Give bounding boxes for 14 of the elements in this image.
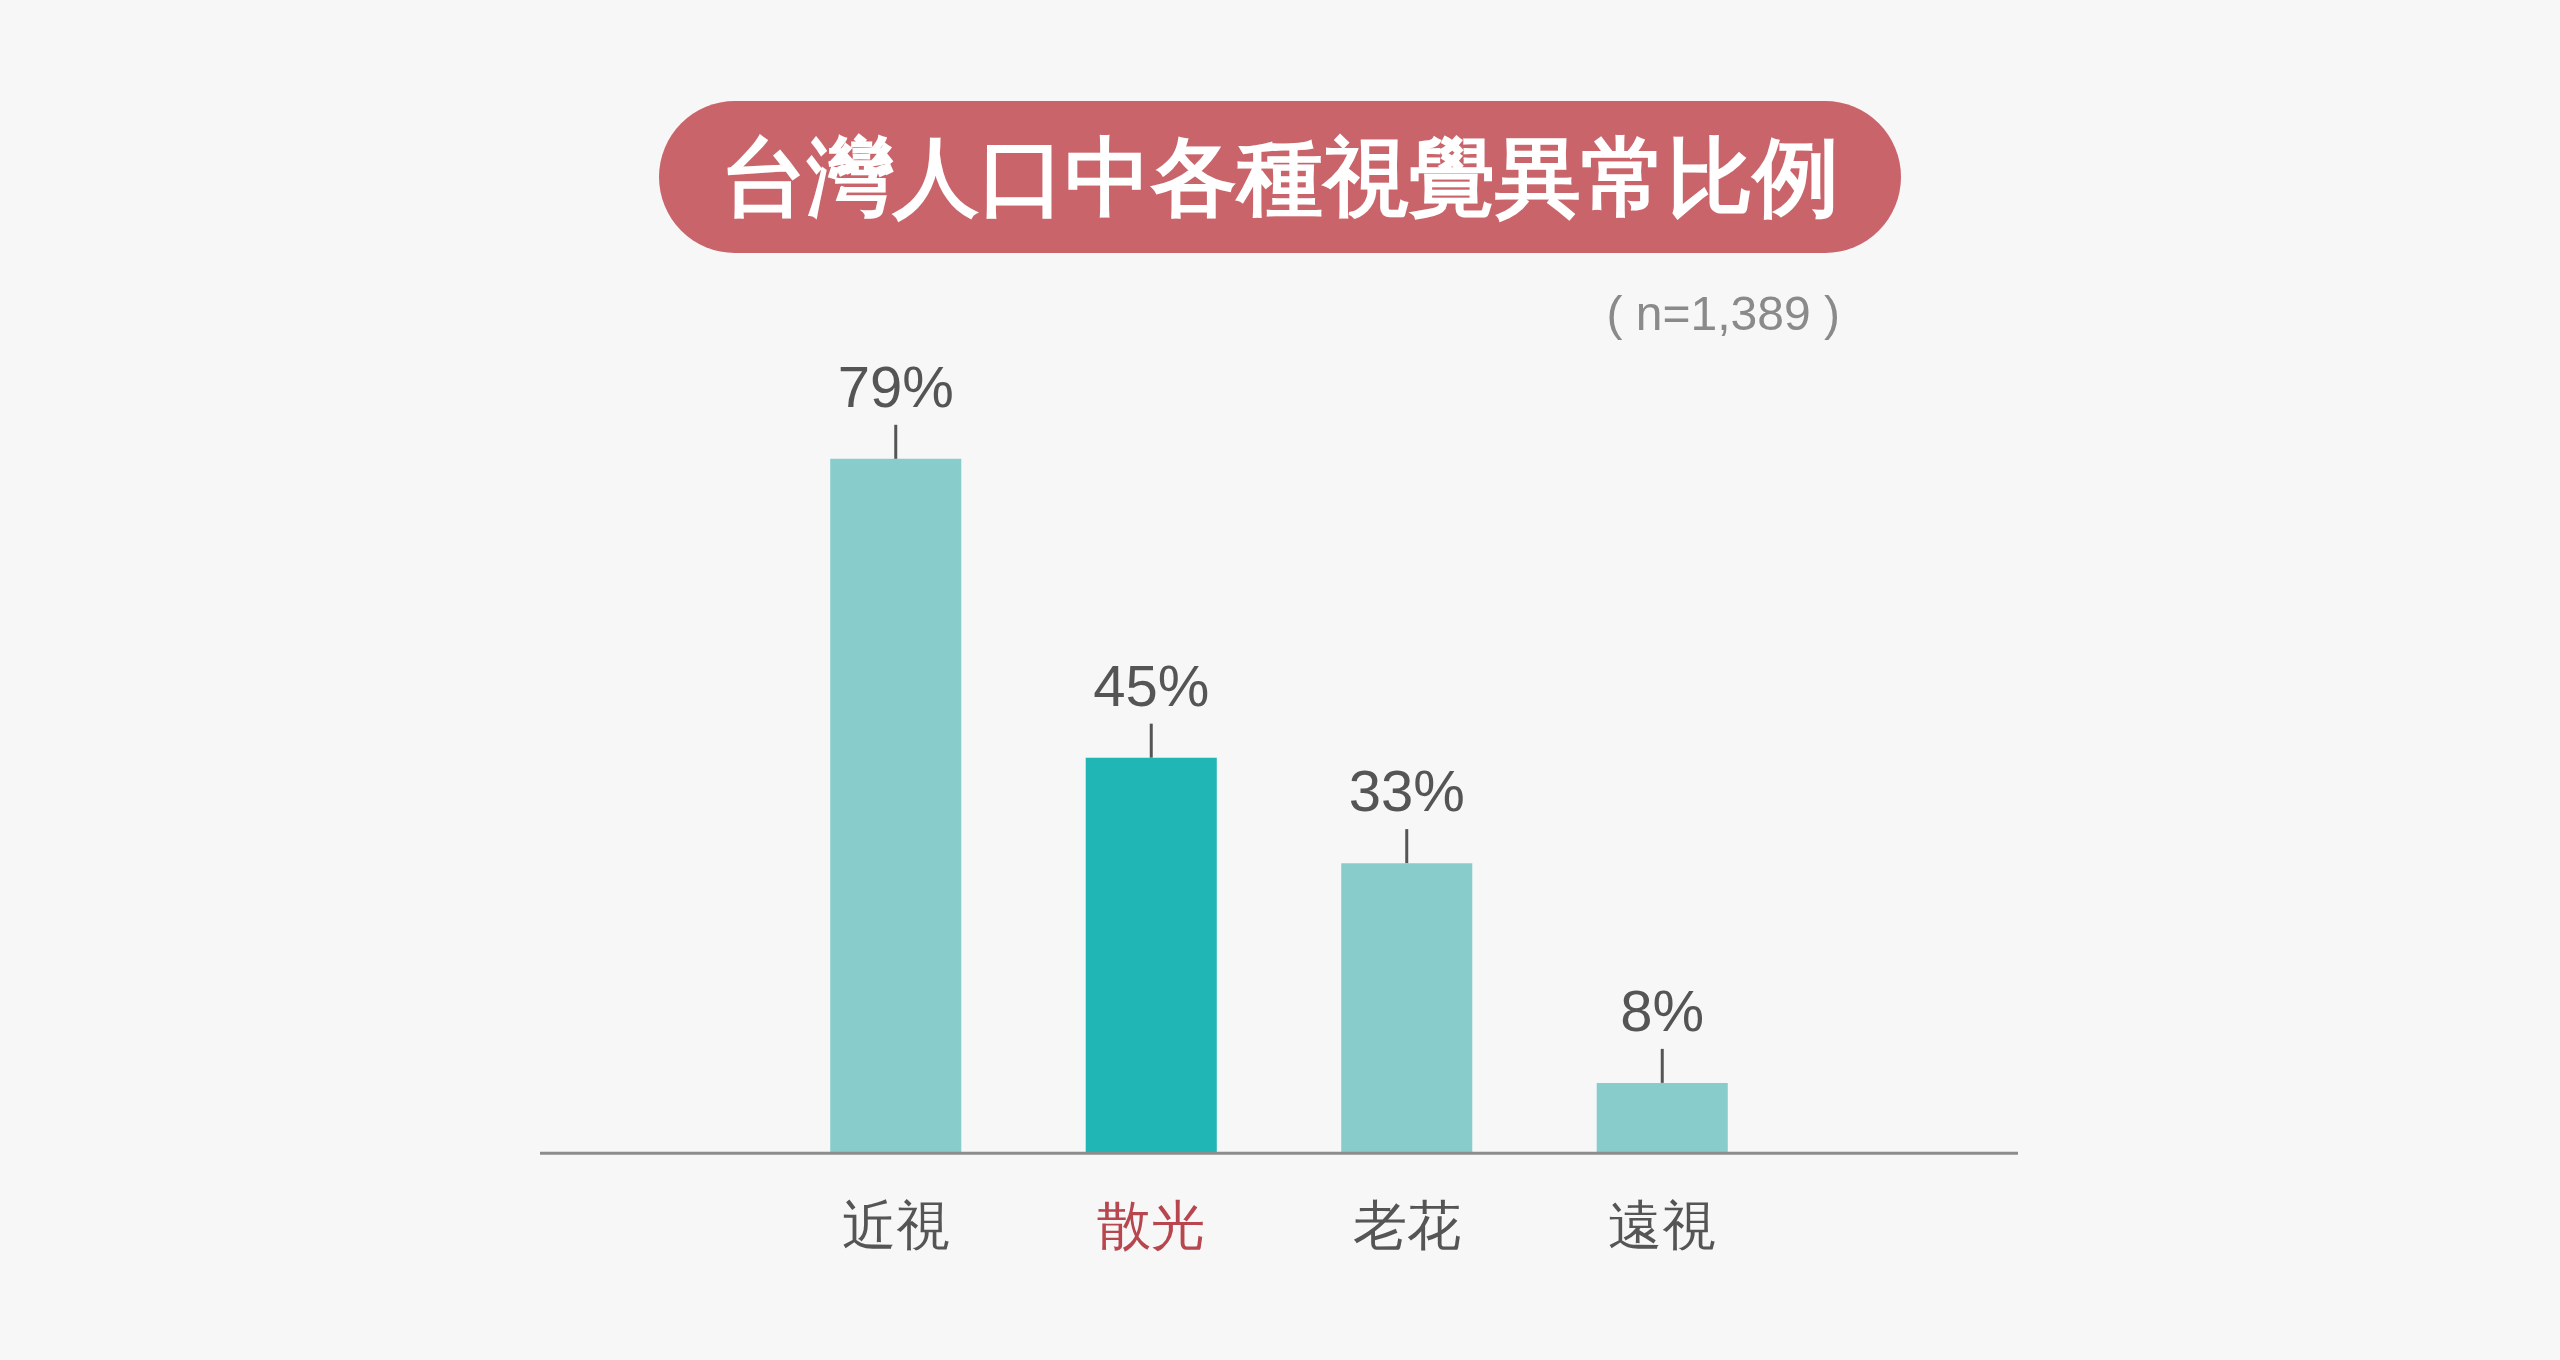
data-label: 45%	[1093, 652, 1210, 718]
data-label: 8%	[1620, 977, 1705, 1043]
x-tick-label: 散光	[1097, 1195, 1206, 1256]
chart-title: 台灣人口中各種視覺異常比例	[659, 101, 1901, 253]
x-tick-label: 遠視	[1608, 1195, 1717, 1256]
bar	[1085, 757, 1217, 1154]
x-tick-label: 近視	[841, 1195, 950, 1256]
data-label: 33%	[1348, 758, 1465, 824]
bar	[830, 458, 962, 1154]
x-tick-label: 老花	[1352, 1195, 1461, 1256]
data-label: 79%	[837, 353, 954, 419]
chart-subtitle: ( n=1,389 )	[1606, 286, 1840, 341]
bar	[1341, 863, 1473, 1154]
bar	[1596, 1082, 1728, 1154]
